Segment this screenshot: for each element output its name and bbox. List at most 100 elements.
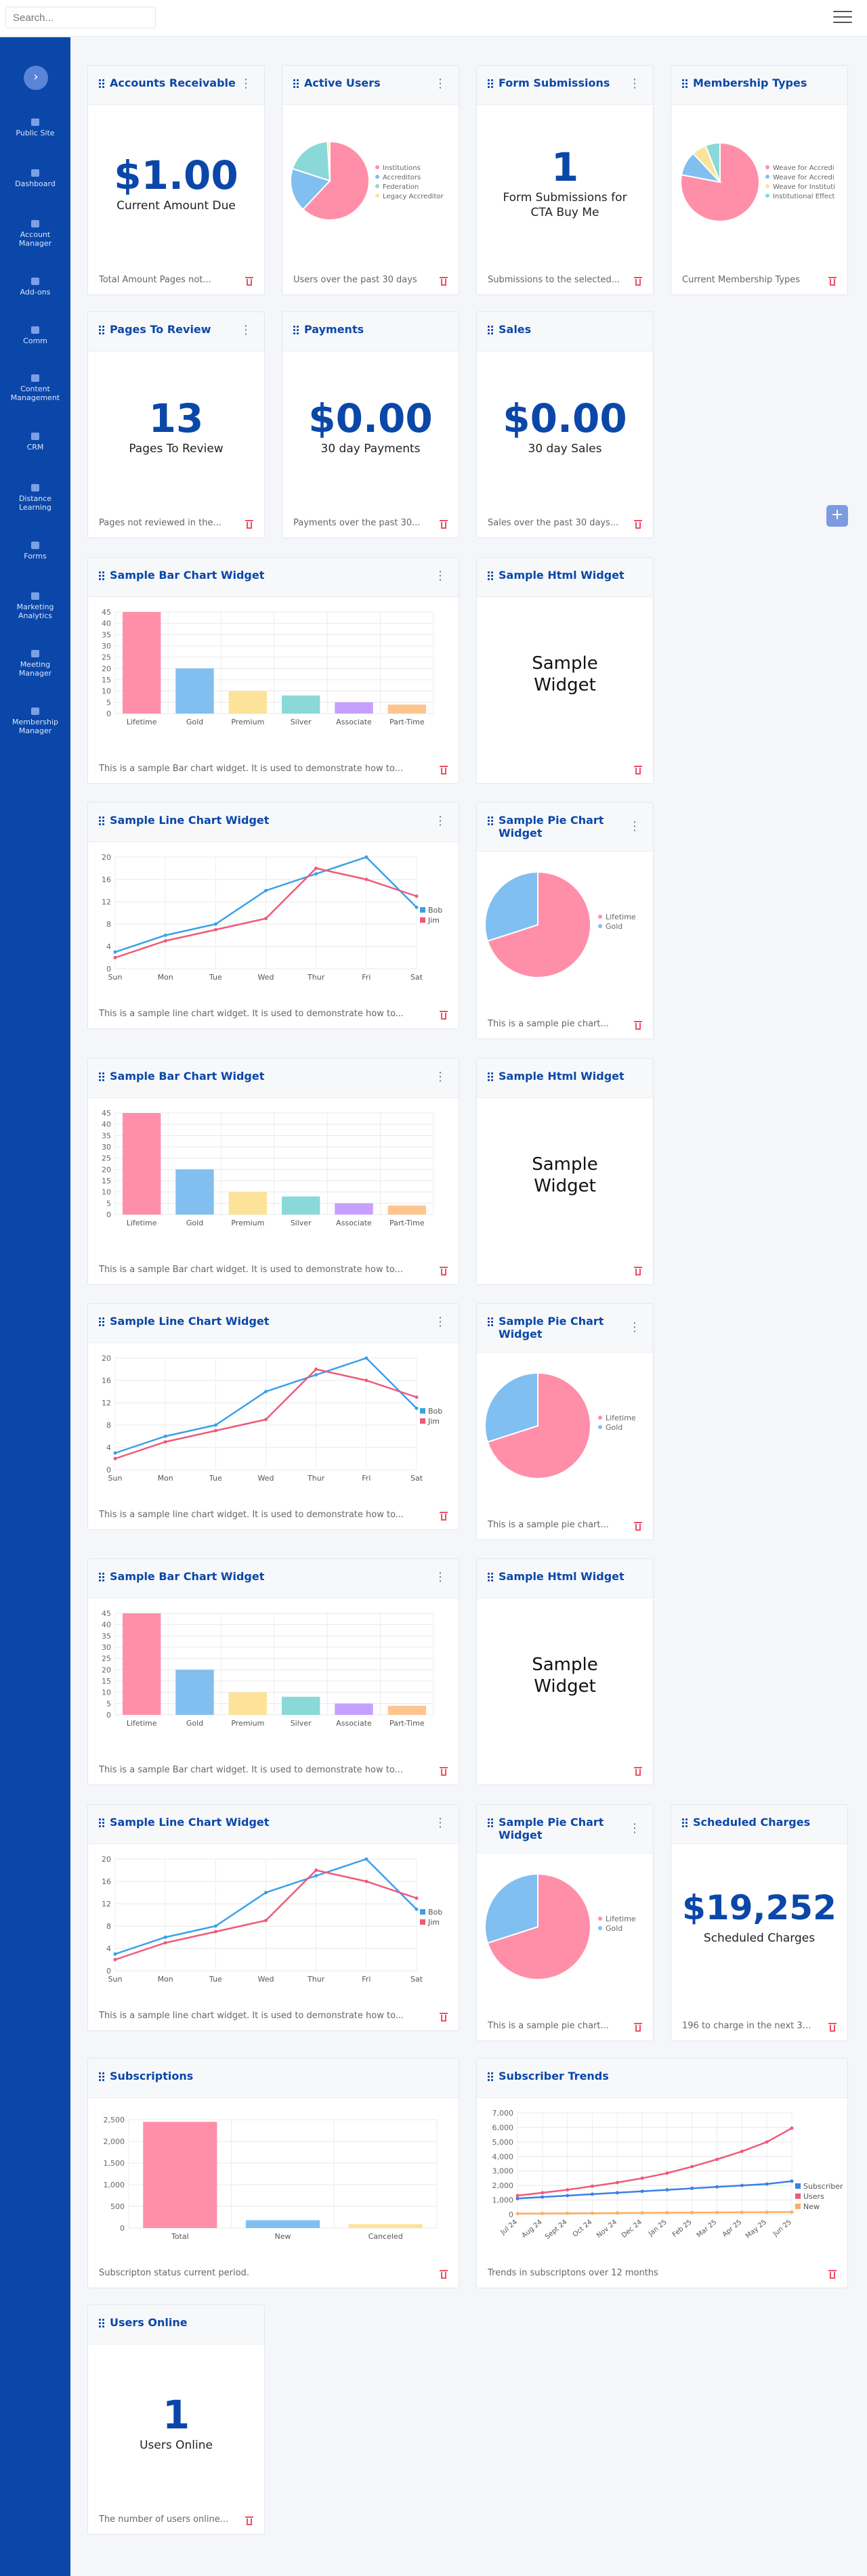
drag-handle-icon[interactable]	[293, 326, 299, 335]
trash-icon[interactable]	[440, 2013, 448, 2022]
widget-header[interactable]: Active Users ⋮	[282, 66, 459, 105]
sidebar-item-forms[interactable]: Forms	[3, 542, 68, 561]
more-options-icon[interactable]: ⋮	[629, 1821, 641, 1835]
drag-handle-icon[interactable]	[488, 1573, 493, 1582]
trash-icon[interactable]	[828, 2270, 837, 2279]
widget-header[interactable]: Sample Bar Chart Widget ⋮	[88, 1559, 459, 1598]
widget-header[interactable]: Payments	[282, 312, 459, 351]
drag-handle-icon[interactable]	[488, 1072, 493, 1082]
drag-handle-icon[interactable]	[488, 79, 493, 89]
widget-header[interactable]: Sample Line Chart Widget ⋮	[88, 803, 459, 842]
sidebar-item-distance-learning[interactable]: Distance Learning	[3, 484, 68, 512]
widget-header[interactable]: Form Submissions ⋮	[477, 66, 653, 105]
hamburger-menu-icon[interactable]	[833, 11, 852, 26]
trash-icon[interactable]	[634, 1522, 642, 1531]
drag-handle-icon[interactable]	[99, 1317, 104, 1327]
more-options-icon[interactable]: ⋮	[434, 1570, 446, 1584]
legend-label: Subscribers	[803, 2182, 843, 2191]
drag-handle-icon[interactable]	[99, 2072, 104, 2082]
widget-header[interactable]: Sample Bar Chart Widget ⋮	[88, 558, 459, 597]
trash-icon[interactable]	[440, 520, 448, 529]
drag-handle-icon[interactable]	[488, 816, 493, 826]
trash-icon[interactable]	[440, 1011, 448, 1020]
more-options-icon[interactable]: ⋮	[434, 1070, 446, 1084]
trash-icon[interactable]	[828, 277, 837, 286]
sidebar-item-dashboard[interactable]: Dashboard	[3, 169, 68, 188]
sidebar-item-marketing-analytics[interactable]: Marketing Analytics	[3, 592, 68, 620]
trash-icon[interactable]	[245, 2516, 253, 2526]
trash-icon[interactable]	[440, 766, 448, 775]
sidebar-item-public-site[interactable]: Public Site	[3, 118, 68, 137]
widget-header[interactable]: Sample Line Chart Widget ⋮	[88, 1805, 459, 1844]
drag-handle-icon[interactable]	[99, 571, 104, 581]
drag-handle-icon[interactable]	[99, 816, 104, 826]
widget-header[interactable]: Sample Pie Chart Widget ⋮	[477, 1304, 653, 1353]
trash-icon[interactable]	[634, 1767, 642, 1776]
drag-handle-icon[interactable]	[293, 79, 299, 89]
drag-handle-icon[interactable]	[682, 1818, 688, 1828]
drag-handle-icon[interactable]	[99, 79, 104, 89]
widget-header[interactable]: Sample Pie Chart Widget ⋮	[477, 1805, 653, 1854]
trash-icon[interactable]	[828, 2023, 837, 2032]
drag-handle-icon[interactable]	[488, 1317, 493, 1327]
trash-icon[interactable]	[634, 277, 642, 286]
sidebar-item-content-management[interactable]: Content Management	[3, 374, 68, 402]
drag-handle-icon[interactable]	[99, 1573, 104, 1582]
more-options-icon[interactable]: ⋮	[629, 1320, 641, 1334]
widget-header[interactable]: Scheduled Charges	[671, 1805, 847, 1844]
widget-header[interactable]: Users Online	[88, 2305, 264, 2344]
widget-header[interactable]: Sample Line Chart Widget ⋮	[88, 1304, 459, 1343]
widget-header[interactable]: Sales	[477, 312, 653, 351]
drag-handle-icon[interactable]	[99, 1072, 104, 1082]
trash-icon[interactable]	[634, 2023, 642, 2032]
drag-handle-icon[interactable]	[488, 2072, 493, 2082]
more-options-icon[interactable]: ⋮	[434, 1315, 446, 1329]
more-options-icon[interactable]: ⋮	[434, 569, 446, 583]
search-input[interactable]	[5, 7, 156, 28]
trash-icon[interactable]	[245, 277, 253, 286]
trash-icon[interactable]	[634, 766, 642, 775]
more-options-icon[interactable]: ⋮	[434, 814, 446, 828]
more-options-icon[interactable]: ⋮	[629, 819, 641, 833]
drag-handle-icon[interactable]	[99, 1818, 104, 1828]
trash-icon[interactable]	[634, 520, 642, 529]
widget-header[interactable]: Accounts Receivable ⋮	[88, 66, 264, 105]
trash-icon[interactable]	[245, 520, 253, 529]
sidebar-toggle-button[interactable]: ›	[24, 66, 48, 90]
more-options-icon[interactable]: ⋮	[629, 77, 641, 91]
trash-icon[interactable]	[440, 2270, 448, 2279]
more-options-icon[interactable]: ⋮	[434, 1816, 446, 1830]
drag-handle-icon[interactable]	[682, 79, 688, 89]
add-widget-button[interactable]: +	[826, 505, 848, 527]
sidebar-item-account-manager[interactable]: Account Manager	[3, 220, 68, 248]
widget-header[interactable]: Subscriptions	[88, 2059, 459, 2098]
sidebar-item-membership-manager[interactable]: Membership Manager	[3, 707, 68, 735]
drag-handle-icon[interactable]	[99, 326, 104, 335]
sidebar-item-add-ons[interactable]: Add-ons	[3, 278, 68, 297]
sidebar-item-comm[interactable]: Comm	[3, 326, 68, 345]
widget-header[interactable]: Subscriber Trends	[477, 2059, 847, 2098]
trash-icon[interactable]	[440, 1267, 448, 1276]
sidebar-item-meeting-manager[interactable]: Meeting Manager	[3, 650, 68, 678]
trash-icon[interactable]	[634, 1267, 642, 1276]
widget-header[interactable]: Sample Pie Chart Widget ⋮	[477, 803, 653, 852]
widget-header[interactable]: Sample Bar Chart Widget ⋮	[88, 1059, 459, 1098]
trash-icon[interactable]	[440, 1512, 448, 1521]
more-options-icon[interactable]: ⋮	[434, 77, 446, 91]
drag-handle-icon[interactable]	[488, 571, 493, 581]
widget-header[interactable]: Sample Html Widget	[477, 1559, 653, 1598]
widget-header[interactable]: Sample Html Widget	[477, 558, 653, 597]
widget-header[interactable]: Sample Html Widget	[477, 1059, 653, 1098]
more-options-icon[interactable]: ⋮	[240, 323, 252, 337]
trash-icon[interactable]	[634, 1021, 642, 1030]
widget-header[interactable]: Membership Types	[671, 66, 847, 105]
trash-icon[interactable]	[440, 277, 448, 286]
drag-handle-icon[interactable]	[488, 1818, 493, 1828]
drag-handle-icon[interactable]	[99, 2319, 104, 2328]
drag-handle-icon[interactable]	[488, 326, 493, 335]
trash-icon[interactable]	[440, 1767, 448, 1776]
sidebar-item-crm[interactable]: CRM	[3, 433, 68, 452]
widget-header[interactable]: Pages To Review ⋮	[88, 312, 264, 351]
y-tick-label: 35	[102, 1632, 111, 1640]
more-options-icon[interactable]: ⋮	[240, 77, 252, 91]
